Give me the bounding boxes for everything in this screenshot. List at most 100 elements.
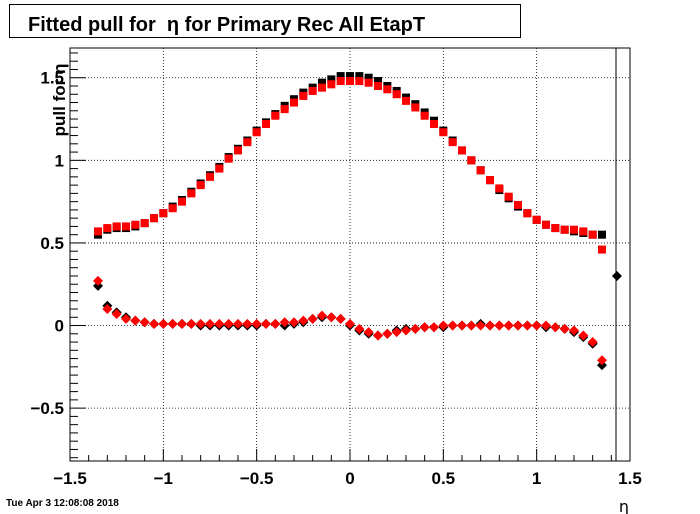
data-point-diamond: [466, 320, 477, 331]
data-point-square: [439, 128, 448, 137]
chart-title-box: Fitted pull for η for Primary Rec All Et…: [9, 4, 521, 38]
data-point-square: [224, 154, 233, 163]
data-point-diamond: [513, 320, 523, 331]
data-point-square: [122, 222, 130, 231]
data-point-diamond: [457, 320, 467, 331]
data-point-square: [252, 128, 261, 137]
data-point-diamond: [485, 320, 495, 331]
data-point-diamond: [270, 318, 281, 329]
footer-timestamp: Tue Apr 3 12:08:08 2018: [6, 498, 119, 509]
data-point-square: [234, 146, 242, 155]
data-point-diamond: [102, 304, 113, 315]
data-point-diamond: [578, 330, 589, 341]
data-point-square: [355, 77, 364, 86]
data-point-diamond: [419, 322, 430, 333]
data-point-diamond: [550, 322, 561, 333]
data-point-square: [262, 119, 270, 128]
data-point-square: [560, 225, 569, 234]
data-point-square: [150, 214, 158, 223]
data-point-square: [299, 91, 308, 100]
data-point-square: [159, 209, 168, 218]
data-point-square: [411, 103, 420, 112]
data-point-square: [467, 156, 476, 165]
data-point-square: [495, 184, 504, 193]
x-tick-label: 1: [532, 469, 541, 488]
data-point-diamond: [410, 323, 421, 334]
data-point-square: [364, 78, 373, 87]
data-point-square: [140, 219, 149, 228]
data-point-square: [458, 146, 466, 155]
data-point-diamond: [317, 310, 327, 321]
data-point-diamond: [121, 313, 131, 324]
data-point-square: [598, 230, 606, 239]
data-point-diamond: [382, 328, 393, 339]
data-point-diamond: [569, 325, 579, 336]
data-point-diamond: [522, 320, 533, 331]
data-point-diamond: [447, 320, 458, 331]
data-point-square: [570, 225, 578, 234]
x-axis-label: η: [619, 497, 629, 514]
y-axis-label: pull for η: [50, 64, 69, 137]
data-point-square: [532, 215, 541, 224]
data-point-square: [504, 192, 513, 201]
y-tick-label: −0.5: [30, 399, 64, 418]
data-point-diamond: [531, 320, 542, 331]
data-point-square: [448, 138, 457, 147]
data-point-square: [336, 72, 345, 81]
data-point-diamond: [261, 318, 271, 329]
data-point-diamond: [233, 318, 243, 329]
data-point-diamond: [242, 318, 253, 329]
x-tick-label: −0.5: [240, 469, 274, 488]
y-tick-label: 1.5: [40, 69, 64, 88]
data-point-square: [168, 204, 177, 213]
x-tick-label: 1.5: [618, 469, 642, 488]
data-point-square: [196, 181, 205, 190]
data-point-square: [112, 222, 121, 231]
data-point-square: [271, 111, 280, 120]
data-point-square: [476, 166, 485, 175]
data-point-square: [318, 83, 326, 92]
data-point-square: [206, 172, 214, 181]
axes: −1.5 −1 −0.5 0 0.5 1 1.5 −0.5 0 0.5 1 1.5: [30, 52, 642, 488]
x-tick-label: 0.5: [432, 469, 456, 488]
data-point-diamond: [251, 318, 262, 329]
data-point-diamond: [373, 330, 383, 341]
data-marks: [93, 72, 622, 371]
data-point-square: [355, 72, 364, 81]
data-point-square: [551, 224, 560, 233]
data-point-diamond: [289, 317, 299, 328]
data-point-square: [327, 80, 336, 89]
data-point-square: [290, 98, 298, 107]
data-point-diamond: [167, 318, 178, 329]
data-point-square: [374, 81, 382, 90]
data-point-diamond: [475, 320, 486, 331]
data-point-square: [430, 119, 438, 128]
chart-title: Fitted pull for η for Primary Rec All Et…: [28, 14, 426, 36]
data-point-diamond: [186, 318, 197, 329]
data-point-diamond: [158, 318, 169, 329]
data-point-diamond: [438, 320, 449, 331]
data-point-diamond: [401, 325, 411, 336]
data-point-square: [402, 96, 410, 105]
data-point-square: [523, 209, 532, 218]
data-point-square: [280, 105, 289, 114]
data-point-square: [542, 220, 550, 229]
data-point-diamond: [93, 275, 103, 286]
data-point-diamond: [559, 323, 570, 334]
data-point-diamond: [214, 318, 225, 329]
x-tick-label: −1: [154, 469, 173, 488]
data-point-square: [94, 227, 102, 236]
data-point-diamond: [326, 312, 337, 323]
data-point-square: [308, 86, 317, 95]
data-point-diamond: [223, 318, 234, 329]
data-point-square: [346, 77, 354, 86]
data-point-square: [579, 227, 588, 236]
data-point-diamond: [195, 318, 206, 329]
data-point-diamond: [587, 337, 598, 348]
data-point-square: [392, 90, 401, 99]
data-point-square: [420, 111, 429, 120]
data-point-diamond: [611, 270, 622, 281]
data-point-diamond: [335, 313, 346, 324]
x-tick-label: −1.5: [53, 469, 87, 488]
data-point-diamond: [279, 317, 290, 328]
